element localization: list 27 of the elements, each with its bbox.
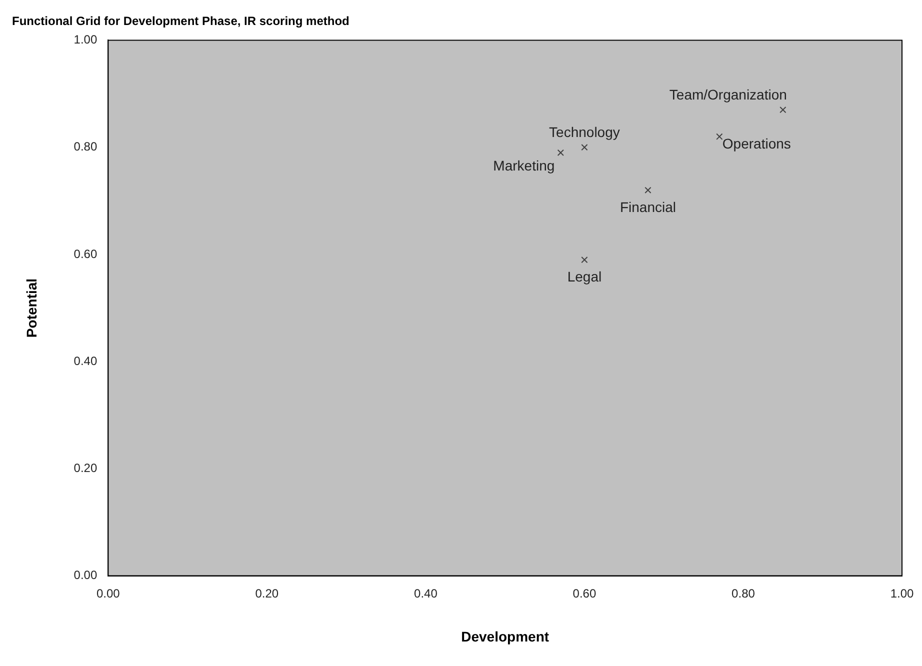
y-tick-label: 0.60 [74,246,98,261]
point [780,106,786,114]
x-tick-label: 1.00 [890,586,914,600]
x-tick-label: 0.00 [96,586,120,600]
y-tick-label: 0.00 [74,568,98,582]
annotation: Legal [567,268,602,285]
point [581,256,588,264]
point [557,149,564,156]
annotation: Operations [722,135,791,152]
x-axis-title: Development [461,628,550,644]
y-tick-label: 0.20 [74,460,98,475]
annotation: Team/Organization [669,86,787,103]
x-tick-label: 0.80 [732,586,756,600]
y-tick-label: 0.40 [74,354,98,368]
y-tick-label: 0.80 [74,140,98,154]
annotation: Marketing [493,158,555,174]
y-axis-title: Potential [23,278,40,338]
x-tick-label: 0.20 [255,586,279,600]
point [716,133,723,140]
chart-title: Functional Grid for Development Phase, IR scoring method [12,14,350,28]
x-tick-label: 0.40 [414,586,438,600]
annotation: Technology [549,124,620,140]
annotation: Financial [620,199,676,216]
x-tick-label: 0.60 [572,586,596,600]
point [644,186,652,194]
point [581,144,588,151]
y-tick-label: 1.00 [74,32,98,47]
